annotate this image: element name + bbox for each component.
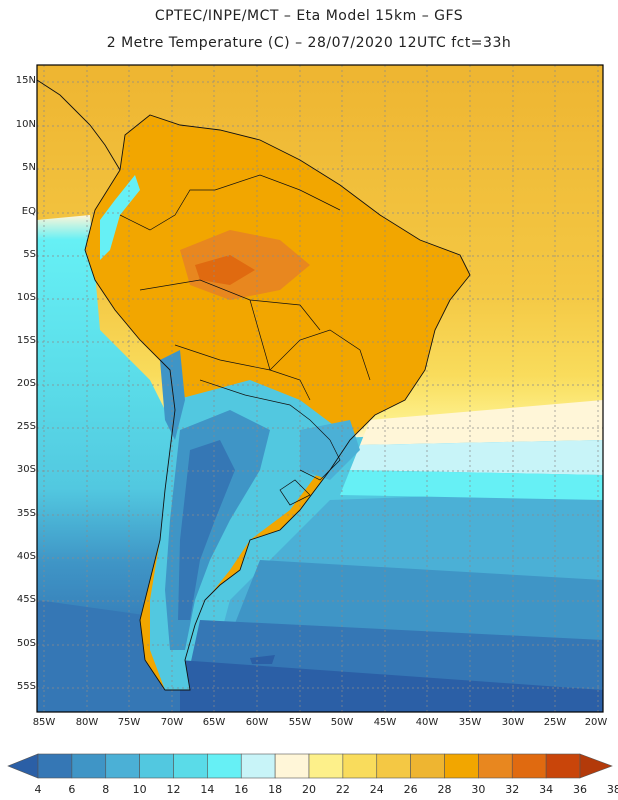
lat-label: 20S <box>16 378 36 389</box>
colorbar-swatch <box>478 753 513 779</box>
country-borders <box>119 174 371 506</box>
colorbar-label: 36 <box>573 783 587 796</box>
colorbar-label: 30 <box>471 783 486 796</box>
colorbar-label: 22 <box>335 783 350 796</box>
colorbar-swatch <box>308 753 344 779</box>
colorbar-swatch <box>376 753 411 779</box>
lon-label: 55W <box>288 717 312 728</box>
coastline <box>84 114 471 691</box>
lon-label: 40W <box>415 717 439 728</box>
colorbar-swatch <box>274 753 310 779</box>
colorbar-label: 38 <box>606 783 618 796</box>
lat-label: 30S <box>16 464 36 475</box>
colorbar-arrow-low <box>7 753 39 779</box>
lat-label: 10N <box>15 119 36 130</box>
colorbar-label: 18 <box>268 783 283 796</box>
colorbar-swatch <box>37 753 73 779</box>
colorbar-swatch <box>410 753 445 779</box>
lon-label: 60W <box>245 717 269 728</box>
graticule-lines <box>37 65 603 712</box>
lat-label: 40S <box>16 551 36 562</box>
lon-label: 80W <box>75 717 99 728</box>
lon-label: 70W <box>160 717 184 728</box>
colorbar-label: 8 <box>102 783 110 796</box>
lat-label: 10S <box>16 292 36 303</box>
colorbar-swatch <box>139 753 174 779</box>
colorbar-label: 16 <box>234 783 249 796</box>
colorbar-arrow-high <box>579 753 613 779</box>
lat-label: 25S <box>16 421 36 432</box>
colorbar-label: 10 <box>132 783 147 796</box>
lon-label: 75W <box>117 717 141 728</box>
colorbar-label: 28 <box>437 783 452 796</box>
lat-label: EQ <box>21 206 36 217</box>
colorbar-label: 4 <box>34 783 42 796</box>
map-title-line1: CPTEC/INPE/MCT – Eta Model 15km – GFS <box>154 8 464 24</box>
lon-label: 25W <box>543 717 567 728</box>
lat-label: 45S <box>16 594 36 605</box>
colorbar-label: 14 <box>200 783 215 796</box>
colorbar-swatch <box>545 753 581 779</box>
lon-label: 45W <box>373 717 397 728</box>
map-frame <box>36 64 604 713</box>
colorbar-swatch <box>173 753 208 779</box>
colorbar-swatch <box>444 753 479 779</box>
lon-label: 50W <box>330 717 354 728</box>
lon-label: 85W <box>32 717 56 728</box>
colorbar-swatch <box>342 753 378 779</box>
colorbar-label: 26 <box>403 783 418 796</box>
lat-label: 15N <box>15 75 36 86</box>
lat-label: 5S <box>23 249 36 260</box>
lon-label: 30W <box>501 717 525 728</box>
colorbar-swatch <box>511 753 547 779</box>
colorbar-swatch <box>240 753 276 779</box>
colorbar-label: 6 <box>68 783 76 796</box>
lon-label: 20W <box>584 717 608 728</box>
lat-label: 5N <box>22 162 36 173</box>
map-fill <box>37 65 603 712</box>
colorbar-label: 24 <box>369 783 384 796</box>
colorbar-swatch <box>207 753 242 779</box>
temperature-colorbar <box>7 753 613 779</box>
map-title-line2: 2 Metre Temperature (C) – 28/07/2020 12U… <box>106 35 512 51</box>
lat-label: 35S <box>16 508 36 519</box>
lon-label: 35W <box>458 717 482 728</box>
colorbar-label: 34 <box>539 783 554 796</box>
lon-label: 65W <box>202 717 226 728</box>
central-america-coast <box>36 79 121 171</box>
lat-label: 50S <box>16 638 36 649</box>
colorbar-label: 20 <box>302 783 316 796</box>
colorbar-label: 12 <box>166 783 181 796</box>
lat-label: 55S <box>16 681 36 692</box>
colorbar-label: 32 <box>505 783 520 796</box>
lat-label: 15S <box>16 335 36 346</box>
colorbar-swatch <box>71 753 107 779</box>
colorbar-swatch <box>105 753 140 779</box>
